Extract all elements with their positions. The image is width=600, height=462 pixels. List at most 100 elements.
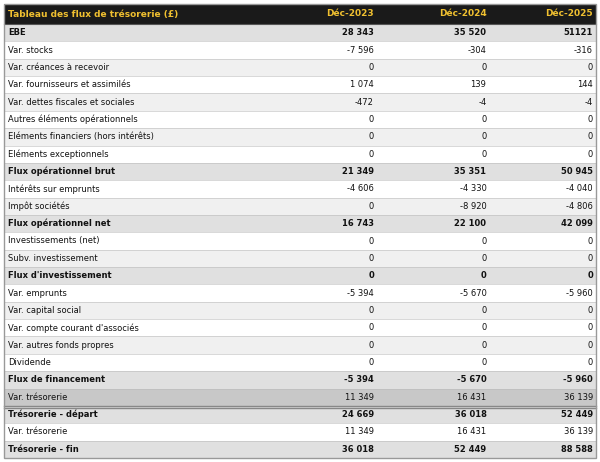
Text: 36 139: 36 139	[564, 427, 593, 437]
Text: Var. créances à recevoir: Var. créances à recevoir	[8, 63, 109, 72]
Text: 1 074: 1 074	[350, 80, 374, 89]
Text: Impôt sociétés: Impôt sociétés	[8, 201, 70, 211]
Text: Trésorerie - départ: Trésorerie - départ	[8, 410, 98, 419]
Text: 11 349: 11 349	[345, 393, 374, 402]
Bar	[4, 163, 596, 180]
Text: Flux d'investissement: Flux d'investissement	[8, 271, 112, 280]
Text: 0: 0	[481, 271, 487, 280]
Text: -7 596: -7 596	[347, 46, 374, 55]
Text: 16 743: 16 743	[342, 219, 374, 228]
Text: Investissements (net): Investissements (net)	[8, 237, 100, 245]
Text: Eléments exceptionnels: Eléments exceptionnels	[8, 149, 109, 159]
Text: 0: 0	[588, 358, 593, 367]
Text: 16 431: 16 431	[457, 427, 487, 437]
Bar	[4, 285, 596, 302]
Bar	[4, 215, 596, 232]
Bar	[4, 42, 596, 59]
Text: 52 449: 52 449	[454, 445, 487, 454]
Text: Var. capital social: Var. capital social	[8, 306, 81, 315]
Text: Intérêts sur emprunts: Intérêts sur emprunts	[8, 184, 100, 194]
Bar	[4, 336, 596, 354]
Text: 35 520: 35 520	[454, 28, 487, 37]
Text: -4 806: -4 806	[566, 202, 593, 211]
Text: 50 945: 50 945	[561, 167, 593, 176]
Text: 0: 0	[481, 150, 487, 159]
Bar	[4, 302, 596, 319]
Text: 0: 0	[369, 306, 374, 315]
Text: Déc-2023: Déc-2023	[326, 10, 374, 18]
Text: 42 099: 42 099	[561, 219, 593, 228]
Text: Var. trésorerie: Var. trésorerie	[8, 393, 67, 402]
Text: 0: 0	[369, 132, 374, 141]
Text: -8 920: -8 920	[460, 202, 487, 211]
Text: 0: 0	[588, 150, 593, 159]
Text: 0: 0	[481, 132, 487, 141]
Bar	[4, 24, 596, 42]
Text: Var. autres fonds propres: Var. autres fonds propres	[8, 340, 114, 350]
Text: Var. trésorerie: Var. trésorerie	[8, 427, 67, 437]
Text: -5 394: -5 394	[347, 289, 374, 298]
Text: Flux opérationnel net: Flux opérationnel net	[8, 219, 110, 228]
Text: Dividende: Dividende	[8, 358, 51, 367]
Text: 0: 0	[481, 358, 487, 367]
Text: 0: 0	[481, 340, 487, 350]
Text: 0: 0	[369, 115, 374, 124]
Text: 0: 0	[369, 202, 374, 211]
Text: 0: 0	[369, 63, 374, 72]
Text: 0: 0	[369, 323, 374, 332]
Bar	[4, 76, 596, 93]
Text: Var. fournisseurs et assimilés: Var. fournisseurs et assimilés	[8, 80, 131, 89]
Text: 0: 0	[369, 254, 374, 263]
Bar	[4, 267, 596, 285]
Text: 0: 0	[369, 237, 374, 245]
Text: 0: 0	[481, 63, 487, 72]
Text: 35 351: 35 351	[454, 167, 487, 176]
Text: -304: -304	[467, 46, 487, 55]
Bar	[4, 146, 596, 163]
Text: 0: 0	[588, 340, 593, 350]
Text: Eléments financiers (hors intérêts): Eléments financiers (hors intérêts)	[8, 132, 154, 141]
Bar	[4, 198, 596, 215]
Text: 51121: 51121	[563, 28, 593, 37]
Text: 0: 0	[588, 115, 593, 124]
Text: -316: -316	[574, 46, 593, 55]
Text: 0: 0	[369, 358, 374, 367]
Text: 139: 139	[470, 80, 487, 89]
Text: Flux opérationnel brut: Flux opérationnel brut	[8, 167, 115, 176]
Text: Autres éléments opérationnels: Autres éléments opérationnels	[8, 115, 138, 124]
Text: 0: 0	[588, 254, 593, 263]
Text: -4 606: -4 606	[347, 184, 374, 194]
Text: 21 349: 21 349	[342, 167, 374, 176]
Text: EBE: EBE	[8, 28, 26, 37]
Text: -5 394: -5 394	[344, 376, 374, 384]
Bar	[4, 389, 596, 406]
Bar	[4, 111, 596, 128]
Text: Var. dettes fiscales et sociales: Var. dettes fiscales et sociales	[8, 97, 134, 107]
Text: 0: 0	[369, 150, 374, 159]
Text: Trésorerie - fin: Trésorerie - fin	[8, 445, 79, 454]
Text: 0: 0	[481, 254, 487, 263]
Text: 0: 0	[588, 132, 593, 141]
Text: -5 670: -5 670	[460, 289, 487, 298]
Text: -472: -472	[355, 97, 374, 107]
Text: 24 669: 24 669	[342, 410, 374, 419]
Text: Tableau des flux de trésorerie (£): Tableau des flux de trésorerie (£)	[8, 10, 178, 18]
Text: Flux de financement: Flux de financement	[8, 376, 105, 384]
Text: 0: 0	[587, 271, 593, 280]
Text: 36 018: 36 018	[455, 410, 487, 419]
Text: Var. stocks: Var. stocks	[8, 46, 53, 55]
Text: -4: -4	[478, 97, 487, 107]
Bar	[4, 232, 596, 249]
Text: 22 100: 22 100	[454, 219, 487, 228]
Text: -4: -4	[585, 97, 593, 107]
Bar	[4, 423, 596, 441]
Text: -4 040: -4 040	[566, 184, 593, 194]
Text: Déc-2025: Déc-2025	[545, 10, 593, 18]
Text: Subv. investissement: Subv. investissement	[8, 254, 98, 263]
Text: 0: 0	[588, 63, 593, 72]
Bar	[4, 180, 596, 198]
Bar	[4, 128, 596, 146]
Text: 0: 0	[588, 306, 593, 315]
Text: 0: 0	[481, 306, 487, 315]
Bar	[4, 371, 596, 389]
